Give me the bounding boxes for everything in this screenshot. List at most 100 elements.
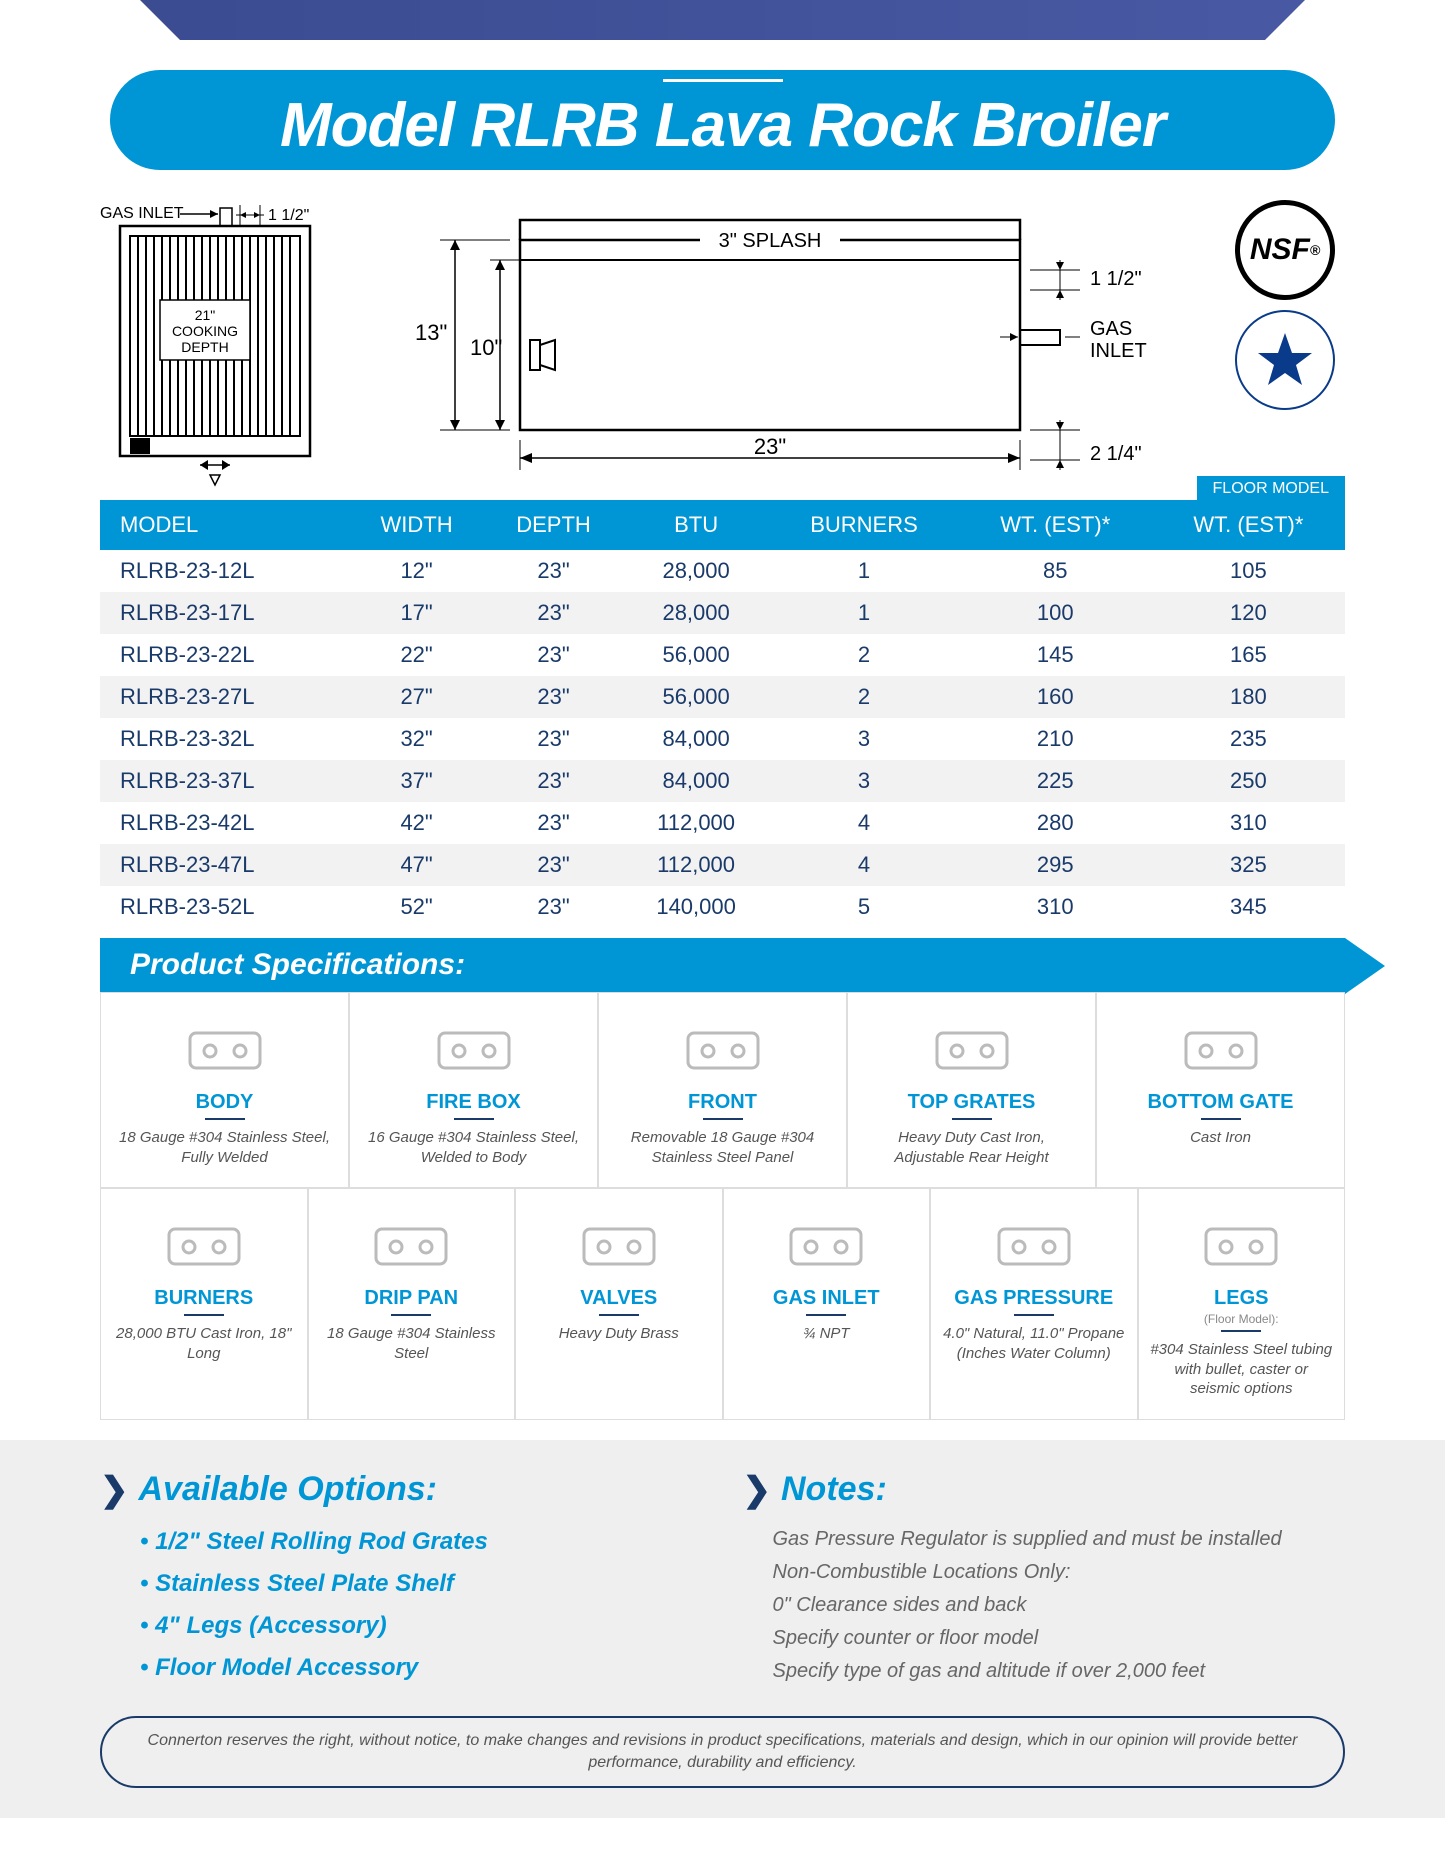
spec-icon (609, 1013, 836, 1083)
table-cell: 145 (959, 634, 1152, 676)
title-pill: Model RLRB Lava Rock Broiler (110, 70, 1335, 170)
table-cell: 1 (769, 550, 958, 592)
spec-card: GAS INLET¾ NPT (723, 1188, 931, 1420)
table-cell: 47" (349, 844, 484, 886)
notes-column: Notes: Gas Pressure Regulator is supplie… (743, 1470, 1346, 1696)
notes-title: Notes: (743, 1470, 1346, 1510)
spec-title: GAS PRESSURE (941, 1287, 1127, 1310)
spec-underline (391, 1314, 431, 1316)
spec-underline (1201, 1118, 1241, 1120)
spec-card: BOTTOM GATE Cast Iron (1096, 992, 1345, 1188)
bottom-section: Available Options: 1/2" Steel Rolling Ro… (0, 1440, 1445, 1716)
note-item: Specify counter or floor model (773, 1627, 1346, 1650)
notes-list: Gas Pressure Regulator is supplied and m… (743, 1528, 1346, 1683)
gas-pipe-dim: 1 1/2" (1090, 268, 1142, 290)
table-cell: 325 (1152, 844, 1345, 886)
table-cell: 5 (769, 886, 958, 928)
table-cell: 310 (959, 886, 1152, 928)
table-cell: RLRB-23-47L (100, 844, 349, 886)
table-cell: 3 (769, 718, 958, 760)
diagram-area: GAS INLET 1 1/2" (0, 180, 1445, 500)
col-model: MODEL (100, 500, 349, 550)
table-cell: RLRB-23-42L (100, 802, 349, 844)
table-cell: 180 (1152, 676, 1345, 718)
foot-dim: 2 1/4" (1090, 443, 1142, 465)
spec-desc: Removable 18 Gauge #304Stainless Steel P… (609, 1128, 836, 1167)
table-cell: RLRB-23-37L (100, 760, 349, 802)
spec-icon (1149, 1209, 1335, 1279)
spec-title: TOP GRATES (858, 1091, 1085, 1114)
spec-card: BODY18 Gauge #304 Stainless Steel,Fully … (100, 992, 349, 1188)
spec-desc: 28,000 BTU Cast Iron, 18"Long (111, 1324, 297, 1363)
spec-desc: Cast Iron (1107, 1128, 1334, 1148)
disclaimer-wrap: Connerton reserves the right, without no… (0, 1716, 1445, 1819)
table-cell: 165 (1152, 634, 1345, 676)
spec-underline (703, 1118, 743, 1120)
top-banner (0, 0, 1445, 40)
table-cell: RLRB-23-32L (100, 718, 349, 760)
diagram-side-view: 3" SPLASH 13" 10" (380, 200, 1345, 490)
spec-icon (111, 1209, 297, 1279)
col-wt2: WT. (EST)* (1152, 500, 1345, 550)
nsf-badge: NSF® (1235, 200, 1335, 300)
spec-title: BOTTOM GATE (1107, 1091, 1334, 1114)
cert-badges: NSF® (1235, 200, 1345, 420)
table-cell: RLRB-23-17L (100, 592, 349, 634)
gas-inlet-side-1: GAS (1090, 318, 1132, 340)
table-cell: 235 (1152, 718, 1345, 760)
spec-desc: Heavy Duty Brass (526, 1324, 712, 1344)
col-burners: BURNERS (769, 500, 958, 550)
table-cell: 22" (349, 634, 484, 676)
note-item: Specify type of gas and altitude if over… (773, 1660, 1346, 1683)
table-row: RLRB-23-32L32"23"84,0003210235 (100, 718, 1345, 760)
table-cell: 85 (959, 550, 1152, 592)
spec-section-title: Product Specifications: (100, 938, 1345, 992)
gas-inlet-label: GAS INLET (100, 205, 184, 222)
table-cell: 225 (959, 760, 1152, 802)
spec-underline (952, 1118, 992, 1120)
spec-title: LEGS (1149, 1287, 1335, 1310)
table-cell: 23" (484, 676, 623, 718)
spec-title: BURNERS (111, 1287, 297, 1310)
spec-card: GAS PRESSURE4.0" Natural, 11.0" Propane(… (930, 1188, 1138, 1420)
spec-grid-1: BODY18 Gauge #304 Stainless Steel,Fully … (100, 992, 1345, 1188)
table-cell: 23" (484, 634, 623, 676)
title-wrap: Model RLRB Lava Rock Broiler (0, 70, 1445, 170)
options-list: 1/2" Steel Rolling Rod GratesStainless S… (100, 1528, 703, 1682)
table-cell: 84,000 (623, 718, 769, 760)
spec-desc: Heavy Duty Cast Iron,Adjustable Rear Hei… (858, 1128, 1085, 1167)
table-cell: RLRB-23-22L (100, 634, 349, 676)
spec-card: LEGS(Floor Model):#304 Stainless Steel t… (1138, 1188, 1346, 1420)
spec-desc: 18 Gauge #304 Stainless Steel,Fully Weld… (111, 1128, 338, 1167)
options-column: Available Options: 1/2" Steel Rolling Ro… (100, 1470, 703, 1696)
spec-desc: 18 Gauge #304 StainlessSteel (319, 1324, 505, 1363)
spec-underline (205, 1118, 245, 1120)
table-cell: 32" (349, 718, 484, 760)
table-cell: 23" (484, 718, 623, 760)
table-cell: 23" (484, 592, 623, 634)
spec-icon (941, 1209, 1127, 1279)
table-cell: 210 (959, 718, 1152, 760)
table-cell: 27" (349, 676, 484, 718)
spec-title: VALVES (526, 1287, 712, 1310)
cooking-depth-1: 21" (195, 307, 216, 323)
table-cell: 3 (769, 760, 958, 802)
spec-card: FRONTRemovable 18 Gauge #304Stainless St… (598, 992, 847, 1188)
spec-card: BURNERS 28,000 BTU Cast Iron, 18"Long (100, 1188, 308, 1420)
spec-card: DRIP PAN18 Gauge #304 StainlessSteel (308, 1188, 516, 1420)
table-cell: 2 (769, 634, 958, 676)
spec-title: GAS INLET (734, 1287, 920, 1310)
spec-table-wrap: FLOOR MODEL MODEL WIDTH DEPTH BTU BURNER… (0, 500, 1445, 928)
table-cell: 12" (349, 550, 484, 592)
table-row: RLRB-23-22L22"23"56,0002145165 (100, 634, 1345, 676)
table-cell: 23" (484, 760, 623, 802)
width-23: 23" (754, 434, 786, 459)
spec-icon (319, 1209, 505, 1279)
table-cell: 280 (959, 802, 1152, 844)
table-row: RLRB-23-47L47"23"112,0004295325 (100, 844, 1345, 886)
spec-icon (111, 1013, 338, 1083)
table-cell: 160 (959, 676, 1152, 718)
table-row: RLRB-23-17L17"23"28,0001100120 (100, 592, 1345, 634)
table-cell: 37" (349, 760, 484, 802)
height-13: 13" (415, 320, 447, 345)
